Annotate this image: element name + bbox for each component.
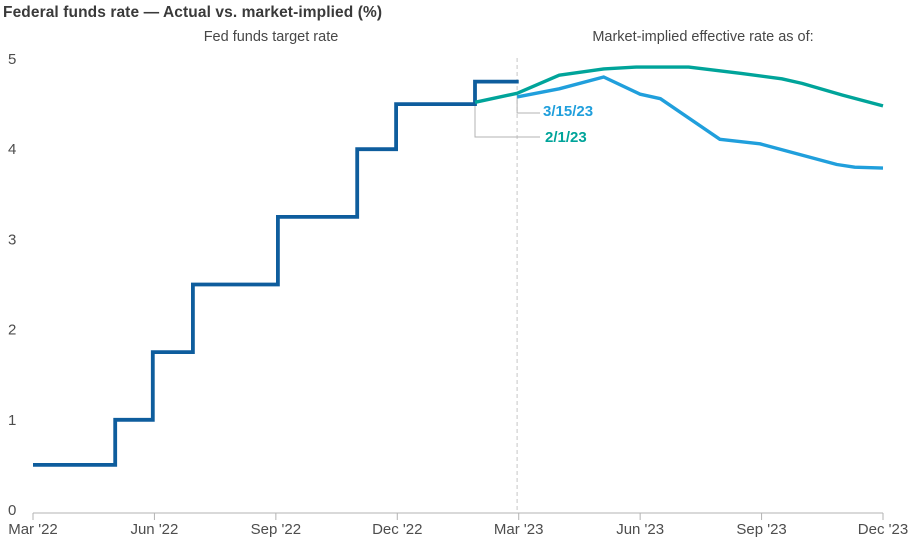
x-tick-label: Jun '23	[616, 521, 664, 538]
market-implied-line-3-15-23	[516, 75, 884, 170]
y-tick-label: 0	[8, 502, 16, 519]
leader-line-3-15-23	[516, 96, 540, 114]
y-tick-label: 3	[8, 231, 16, 248]
annotation-3-15-23: 3/15/23	[543, 103, 594, 120]
annotation-2-1-23: 2/1/23	[545, 129, 587, 146]
target-rate-series-label: Fed funds target rate	[203, 29, 339, 45]
target-rate-step-line	[33, 79, 519, 467]
x-tick-label: Jun '22	[130, 521, 178, 538]
market-implied-series-label: Market-implied effective rate as of:	[592, 29, 814, 45]
leader-line-2-1-23	[474, 102, 540, 138]
x-tick-label: Sep '22	[251, 521, 301, 538]
y-tick-label: 4	[8, 141, 16, 158]
y-tick-label: 1	[8, 412, 16, 429]
x-tick-label: Mar '23	[494, 521, 544, 538]
market-implied-line-2-1-23	[474, 65, 884, 108]
x-tick-label: Dec '22	[372, 521, 422, 538]
x-tick-label: Sep '23	[736, 521, 786, 538]
chart-title: Federal funds rate — Actual vs. market-i…	[3, 4, 383, 21]
y-tick-label: 5	[8, 51, 16, 68]
y-tick-label: 2	[8, 322, 16, 339]
x-tick-label: Mar '22	[8, 521, 58, 538]
x-tick-label: Dec '23	[858, 521, 908, 538]
